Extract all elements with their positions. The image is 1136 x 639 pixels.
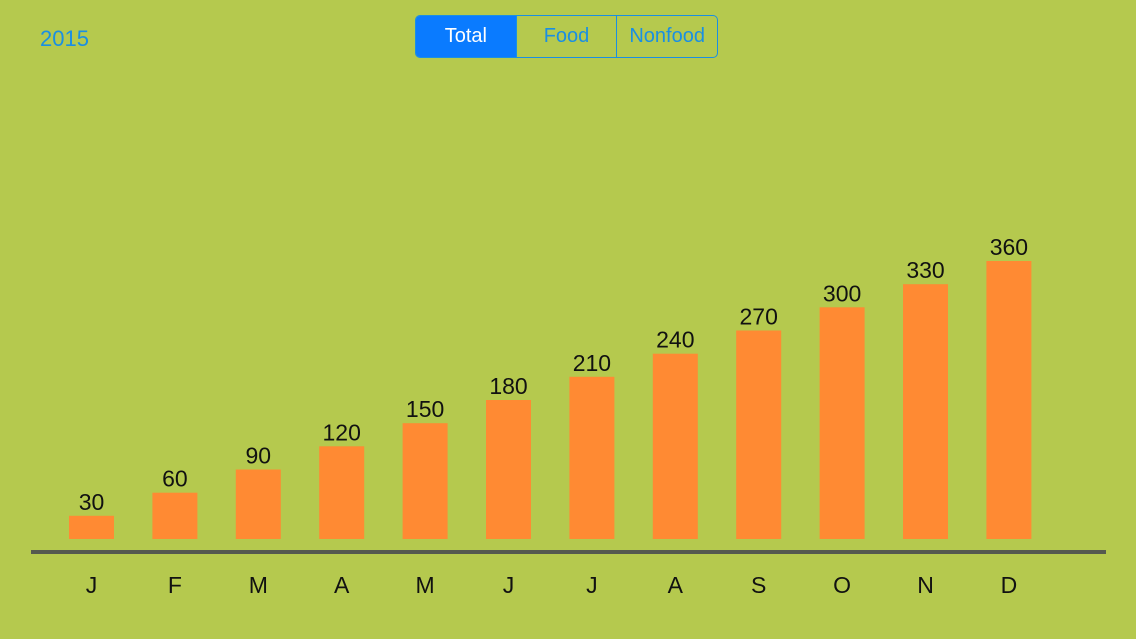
bar-10[interactable] <box>903 284 948 539</box>
bar-5[interactable] <box>486 400 531 539</box>
month-tick-label: F <box>168 572 182 598</box>
bar-7[interactable] <box>652 353 698 539</box>
month-tick-label: M <box>416 572 435 598</box>
year-label[interactable]: 2015 <box>40 26 89 51</box>
category-segmented-control[interactable]: Total Food Nonfood <box>415 15 718 58</box>
month-tick-label: J <box>503 572 515 598</box>
month-tick-label: S <box>751 572 766 598</box>
x-axis-line <box>31 550 1106 554</box>
month-tick-label: J <box>86 572 98 598</box>
bar-value-label: 360 <box>990 234 1028 260</box>
month-tick-label: D <box>1001 572 1018 598</box>
bar-value-label: 180 <box>489 373 527 399</box>
bar-value-label: 90 <box>246 443 272 469</box>
bar-value-label: 30 <box>79 489 105 515</box>
bar-value-label: 210 <box>573 350 611 376</box>
bar-4[interactable] <box>402 423 448 539</box>
month-tick-label: J <box>586 572 598 598</box>
bar-2[interactable] <box>235 469 281 540</box>
segment-total[interactable]: Total <box>416 16 516 57</box>
month-tick-label: M <box>249 572 268 598</box>
bar-1[interactable] <box>152 492 198 539</box>
bar-6[interactable] <box>569 376 615 539</box>
bar-11[interactable] <box>986 261 1032 539</box>
bar-value-label: 60 <box>162 466 188 492</box>
bar-8[interactable] <box>736 330 782 540</box>
month-tick-label: O <box>833 572 851 598</box>
bar-value-label: 300 <box>823 280 861 306</box>
segment-food[interactable]: Food <box>515 16 617 57</box>
month-tick-label: N <box>917 572 934 598</box>
bar-value-label: 240 <box>656 327 694 353</box>
bar-value-label: 330 <box>906 257 944 283</box>
bar-9[interactable] <box>819 307 865 539</box>
bar-3[interactable] <box>319 446 365 539</box>
bar-value-label: 120 <box>323 419 361 445</box>
bar-value-label: 150 <box>406 396 444 422</box>
segment-nonfood[interactable]: Nonfood <box>616 16 717 57</box>
month-tick-label: A <box>668 572 684 598</box>
bar-value-label: 270 <box>740 304 778 330</box>
month-tick-label: A <box>334 572 350 598</box>
bar-0[interactable] <box>69 515 114 539</box>
